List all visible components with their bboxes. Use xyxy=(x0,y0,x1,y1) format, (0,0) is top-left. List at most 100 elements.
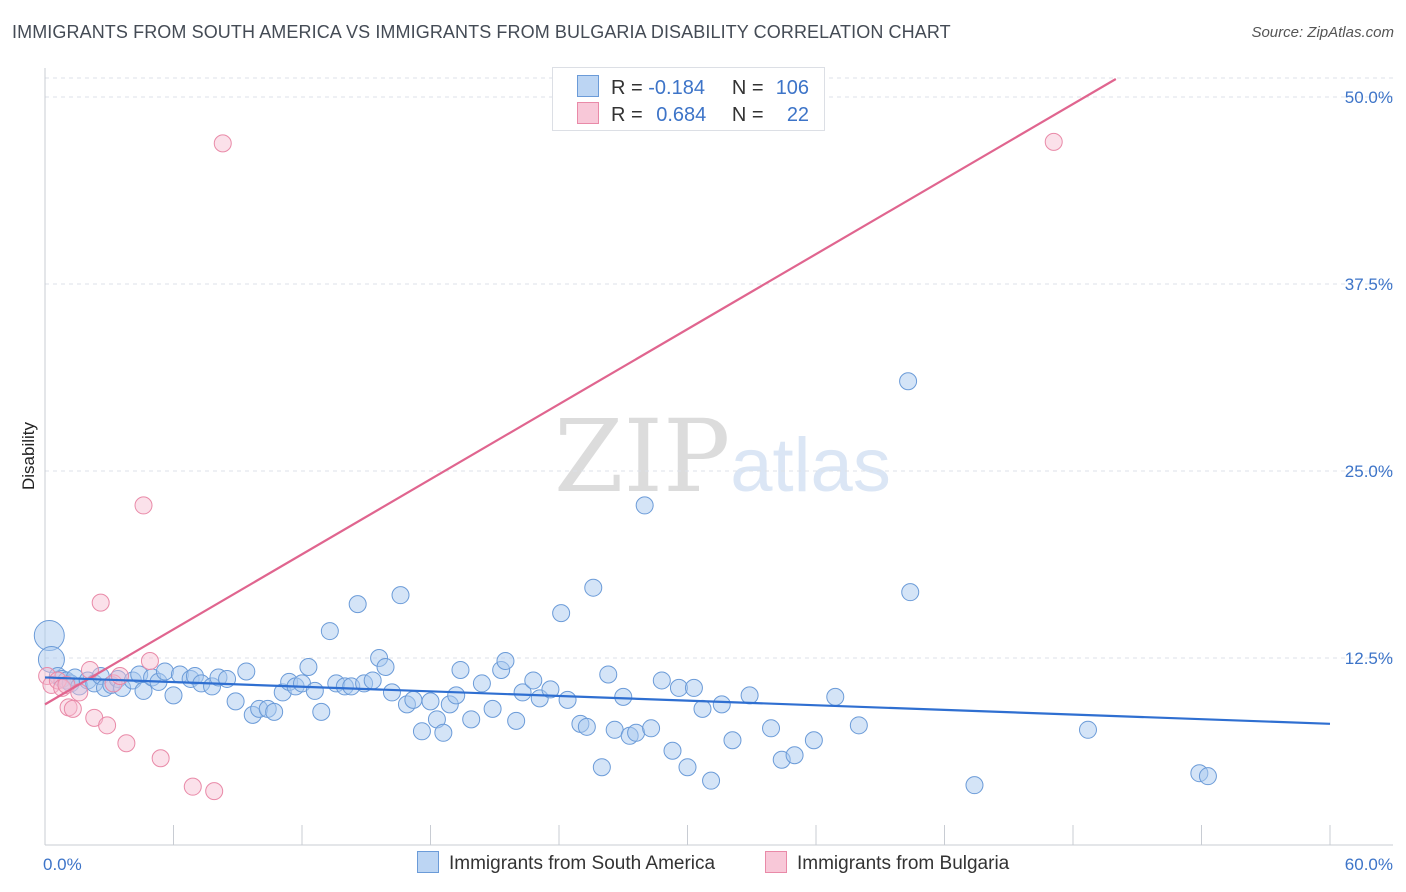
south-america-point xyxy=(412,722,431,741)
legend-n-label: N = xyxy=(731,77,764,99)
south-america-point xyxy=(635,496,654,515)
south-america-point xyxy=(541,680,560,699)
bottom-legend-south-america: Immigrants from South America xyxy=(417,851,715,875)
south-america-point xyxy=(712,695,731,714)
south-america-point xyxy=(320,622,339,641)
south-america-swatch xyxy=(577,75,599,97)
south-america-point xyxy=(363,671,382,690)
bulgaria-swatch xyxy=(765,851,787,873)
trend-lines xyxy=(44,78,1331,725)
south-america-point xyxy=(826,687,845,706)
south-america-point xyxy=(376,657,395,676)
bulgaria-swatch xyxy=(577,102,599,124)
south-america-point xyxy=(507,711,526,730)
chart-title: IMMIGRANTS FROM SOUTH AMERICA VS IMMIGRA… xyxy=(12,22,951,42)
bulgaria-trend-line xyxy=(44,78,1117,706)
south-america-point xyxy=(702,771,721,790)
bulgaria-point xyxy=(98,716,117,735)
south-america-point xyxy=(693,699,712,718)
south-america-point xyxy=(599,665,618,684)
south-america-point xyxy=(605,720,624,739)
bulgaria-point xyxy=(91,593,110,612)
y-axis-title: Disability xyxy=(19,421,38,490)
bulgaria-point xyxy=(134,496,153,515)
south-america-point xyxy=(513,683,532,702)
y-tick-label: 50.0% xyxy=(1345,88,1393,107)
legend-r-label: R = xyxy=(611,77,643,99)
south-america-point xyxy=(785,746,804,765)
south-america-trend-line xyxy=(44,676,1331,725)
legend-n-value: 22 xyxy=(786,104,810,126)
legend-r-label: R = xyxy=(611,104,643,126)
bottom-legend-label: Immigrants from South America xyxy=(449,853,716,874)
south-america-point xyxy=(1078,720,1097,739)
bulgaria-point xyxy=(151,749,170,768)
y-tick-label: 12.5% xyxy=(1345,649,1393,668)
legend-n-value: 106 xyxy=(775,77,810,99)
south-america-point xyxy=(804,731,823,750)
south-america-point xyxy=(1198,767,1217,786)
south-america-point xyxy=(496,651,515,670)
bulgaria-point xyxy=(205,782,224,801)
south-america-point xyxy=(669,678,688,697)
south-america-point xyxy=(472,674,491,693)
bulgaria-point xyxy=(140,651,159,670)
bulgaria-point xyxy=(80,660,99,679)
south-america-point xyxy=(265,702,284,721)
bottom-legend-bulgaria: Immigrants from Bulgaria xyxy=(765,851,1009,875)
south-america-point xyxy=(451,660,470,679)
south-america-point xyxy=(849,716,868,735)
south-america-point xyxy=(524,671,543,690)
south-america-point xyxy=(723,731,742,750)
bulgaria-point xyxy=(70,683,89,702)
south-america-point xyxy=(899,372,918,391)
south-america-point xyxy=(299,657,318,676)
y-tick-label: 25.0% xyxy=(1345,462,1393,481)
south-america-point xyxy=(652,671,671,690)
south-america-point xyxy=(382,683,401,702)
south-america-point xyxy=(558,690,577,709)
south-america-point xyxy=(404,690,423,709)
bulgaria-point xyxy=(63,699,82,718)
south-america-point xyxy=(348,595,367,614)
bottom-legend-label: Immigrants from Bulgaria xyxy=(797,853,1010,874)
south-america-point xyxy=(434,723,453,742)
south-america-swatch xyxy=(417,851,439,873)
tick-labels: 12.5% 25.0% 37.5% 50.0% 0.0% 60.0% xyxy=(43,88,1393,874)
axes xyxy=(44,68,1393,846)
x-tick-label: 60.0% xyxy=(1345,855,1393,874)
south-america-point xyxy=(447,686,466,705)
bulgaria-point xyxy=(1044,132,1063,151)
south-america-point xyxy=(462,710,481,729)
bulgaria-point xyxy=(110,666,129,685)
south-america-point xyxy=(164,686,183,705)
south-america-point xyxy=(901,583,920,602)
south-america-point xyxy=(577,717,596,736)
x-tick-label: 0.0% xyxy=(43,855,82,874)
south-america-point xyxy=(391,586,410,605)
bulgaria-point xyxy=(117,734,136,753)
south-america-point xyxy=(684,678,703,697)
south-america-point xyxy=(740,686,759,705)
source-label: Source: ZipAtlas.com xyxy=(1251,24,1394,41)
south-america-point xyxy=(483,699,502,718)
bulgaria-point xyxy=(213,134,232,153)
bulgaria-point xyxy=(183,777,202,796)
south-america-point xyxy=(237,662,256,681)
south-america-point xyxy=(134,681,153,700)
bulgaria-point xyxy=(42,675,61,694)
south-america-point xyxy=(678,758,697,777)
bulgaria-points xyxy=(38,132,1063,801)
south-america-point xyxy=(305,681,324,700)
south-america-point xyxy=(965,776,984,795)
correlation-legend: R = -0.184 N = 106 R = 0.684 N = 22 xyxy=(552,67,825,131)
legend-n-label: N = xyxy=(731,104,764,126)
south-america-point xyxy=(421,692,440,711)
legend-row-bulgaria: R = 0.684 N = 22 xyxy=(577,102,809,126)
legend-r-value: -0.184 xyxy=(648,77,705,99)
south-america-point xyxy=(226,692,245,711)
south-america-point xyxy=(155,662,174,681)
south-america-point xyxy=(592,758,611,777)
south-america-point xyxy=(33,620,65,652)
